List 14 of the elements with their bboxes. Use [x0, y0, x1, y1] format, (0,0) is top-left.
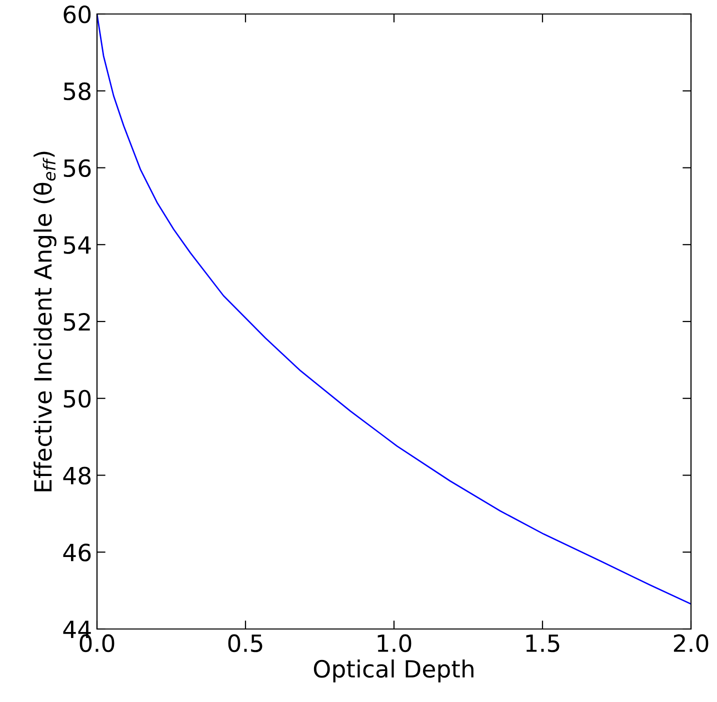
- y-tick-label: 58: [64, 82, 91, 100]
- x-tick-label: 1.0: [378, 634, 412, 652]
- y-tick-label: 52: [64, 312, 90, 331]
- x-tick-label: 0.5: [228, 634, 262, 652]
- y-tick-label: 48: [63, 466, 91, 485]
- y-tick-label: 60: [64, 5, 91, 24]
- y-tick-label: 54: [64, 236, 91, 254]
- x-axis-title: Optical Depth: [314, 659, 474, 682]
- x-tick-label: 2.0: [674, 634, 708, 652]
- y-tick-label: 56: [64, 159, 91, 178]
- y-axis-title: Effective Incident Angle (θ$_{eff}$): [33, 152, 56, 492]
- y-tick-label: 46: [63, 544, 91, 562]
- x-tick-label: 1.5: [526, 634, 560, 652]
- y-tick-label: 50: [64, 390, 91, 408]
